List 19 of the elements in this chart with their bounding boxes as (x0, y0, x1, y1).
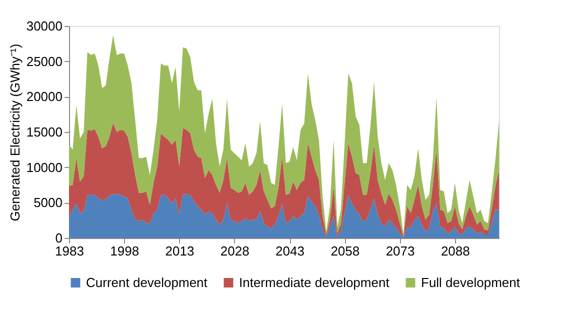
x-tick-label: 2088 (440, 244, 470, 258)
x-tick-label: 2028 (220, 244, 250, 258)
x-tick-label: 1998 (110, 244, 140, 258)
y-axis-title: Generated Electricity (GWhy⁻¹) (7, 44, 22, 222)
x-tick-label: 2073 (386, 244, 415, 258)
x-tick-label: 2058 (330, 244, 360, 258)
x-tick-label: 1983 (55, 244, 84, 258)
x-tick-label: 2043 (276, 244, 304, 258)
y-tick-label: 5000 (34, 195, 62, 210)
y-tick-label: 20000 (26, 89, 62, 104)
legend-label: Current development (86, 274, 208, 290)
legend-label: Intermediate development (239, 274, 390, 290)
x-tick-label: 2013 (165, 244, 194, 258)
y-tick-label: 30000 (26, 18, 62, 34)
y-tick-label: 0 (55, 230, 62, 246)
legend-label: Full development (421, 274, 520, 290)
y-tick-label: 15000 (26, 124, 62, 140)
y-tick-label: 25000 (26, 54, 62, 69)
y-tick-label: 10000 (26, 160, 62, 175)
